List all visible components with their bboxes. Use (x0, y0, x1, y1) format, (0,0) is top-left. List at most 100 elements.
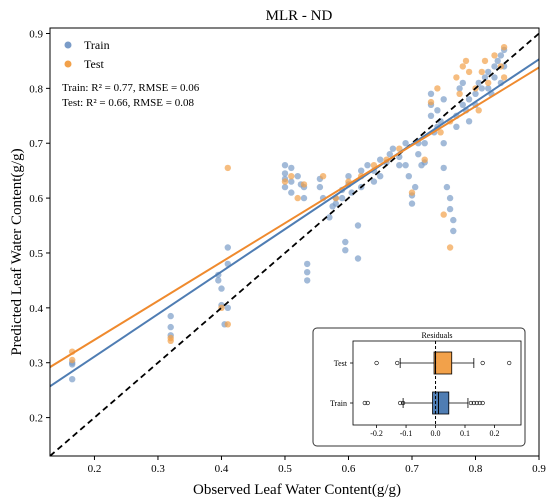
train-point (465, 96, 473, 103)
train-point (440, 96, 447, 103)
train-fit-line (50, 58, 539, 388)
test-point (434, 85, 441, 92)
test-point (319, 173, 327, 180)
train-point (485, 68, 492, 76)
train-point (304, 277, 311, 284)
inset-outlier (401, 400, 406, 406)
test-point (281, 178, 289, 185)
train-point (402, 162, 409, 169)
x-tick-label: 0.9 (532, 463, 546, 475)
test-point (481, 57, 489, 65)
inset-outlier (471, 400, 476, 406)
y-tick-label: 0.8 (29, 83, 43, 95)
train-point (478, 85, 485, 92)
inset-outlier (468, 400, 473, 406)
train-point (427, 112, 435, 120)
train-point (459, 101, 466, 109)
test-point (475, 107, 482, 114)
train-point (338, 194, 346, 202)
train-point (345, 173, 352, 180)
train-point (326, 214, 333, 221)
train-point (472, 90, 479, 98)
train-point (281, 162, 289, 169)
inset-x-tick-label: 0.1 (460, 429, 470, 438)
train-point (294, 173, 301, 180)
train-point (427, 90, 435, 98)
x-tick-label: 0.4 (215, 463, 229, 475)
train-point (288, 189, 295, 196)
identity-line (50, 32, 539, 456)
inset-outlier (507, 360, 512, 366)
train-point (440, 164, 447, 172)
inset-outlier (480, 400, 485, 406)
train-point (281, 170, 289, 177)
points-group (50, 32, 539, 456)
train-point (354, 222, 362, 229)
train-point (224, 304, 231, 311)
inset-outlier (362, 400, 367, 406)
inset-outlier (480, 360, 485, 366)
train-point (167, 323, 174, 331)
train-stats-text: Train: R² = 0.77, RMSE = 0.06 (62, 82, 200, 94)
train-point (300, 194, 308, 202)
train-point (450, 216, 457, 224)
y-tick-label: 0.4 (29, 303, 43, 315)
x-tick-label: 0.6 (342, 463, 356, 475)
x-tick-label: 0.5 (278, 463, 292, 475)
inset-x-tick-label: 0.2 (489, 429, 499, 438)
test-point (485, 79, 492, 87)
train-point (342, 247, 349, 254)
test-stats-text: Test: R² = 0.66, RMSE = 0.08 (62, 97, 194, 109)
train-point (446, 194, 454, 202)
test-point (224, 164, 231, 172)
inset-outlier (374, 360, 379, 366)
train-point (370, 178, 378, 185)
inset-row-label: Test (334, 359, 348, 368)
test-point (459, 63, 466, 70)
x-axis-label: Observed Leaf Water Content(g/g) (193, 482, 401, 498)
train-point (304, 260, 311, 268)
train-point (408, 200, 416, 207)
inset-outlier (474, 400, 479, 406)
test-point (491, 52, 498, 59)
train-point (354, 255, 362, 262)
x-tick-label: 0.7 (405, 463, 419, 475)
train-point (396, 153, 403, 161)
test-point (294, 194, 301, 202)
test-point (288, 173, 295, 180)
plot-area: 0.2 0.3 0.4 0.5 0.6 0.7 0.8 0.9 0.2 0.3 0.4 0.5 0.6 0… (29, 27, 546, 475)
legend-marker-test (64, 60, 72, 68)
test-point (69, 356, 76, 364)
inset-title: Residuals (421, 331, 452, 340)
train-point (281, 183, 289, 191)
train-point (402, 140, 409, 147)
train-point (304, 269, 311, 276)
train-point (377, 173, 384, 180)
y-tick-label: 0.2 (29, 413, 43, 425)
train-point (396, 162, 403, 169)
train-point (218, 285, 225, 292)
plot-frame (49, 27, 540, 457)
test-point (421, 156, 428, 163)
inset-frame (352, 340, 522, 426)
train-point (497, 52, 505, 59)
train-point (377, 156, 384, 163)
y-tick-label: 0.3 (29, 358, 43, 370)
train-point (288, 164, 295, 172)
train-point (69, 376, 76, 383)
train-point (412, 183, 419, 191)
test-point (300, 181, 308, 188)
test-point (167, 337, 174, 344)
test-point (427, 98, 435, 106)
train-point (316, 183, 324, 191)
train-point (364, 162, 371, 169)
train-point (415, 151, 422, 158)
train-point (491, 74, 498, 81)
inset-row-label: Train (330, 399, 347, 408)
train-point (167, 312, 174, 320)
train-point (459, 79, 466, 87)
test-point (408, 189, 416, 196)
y-tick-label: 0.6 (29, 193, 43, 205)
inset-box-test (433, 351, 453, 375)
train-point (453, 123, 460, 130)
